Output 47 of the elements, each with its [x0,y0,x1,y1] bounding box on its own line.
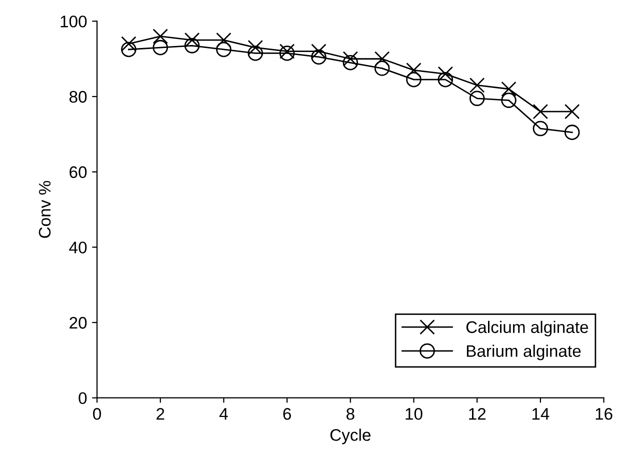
y-tick-label: 60 [70,166,87,178]
legend-label: Calcium alginate [466,320,588,336]
y-tick-label: 20 [70,316,87,329]
legend-label: Barium alginate [466,344,581,360]
x-axis-title: Cycle [330,428,371,444]
y-tick-label: 0 [78,392,87,404]
point [469,78,485,93]
point [406,62,422,78]
point [216,42,232,58]
point [469,90,485,106]
x-tick-label: 8 [346,408,354,420]
x-tick-label: 12 [469,408,486,420]
point [564,104,580,120]
point [152,28,168,44]
point [342,54,358,70]
x-tick-label: 4 [219,408,228,420]
x-tick-label: 2 [156,408,164,420]
point [406,72,422,88]
point [152,40,168,56]
point [374,51,390,67]
point [532,120,548,136]
point [216,32,232,48]
x-tick-label: 16 [596,408,612,420]
point [248,46,264,61]
point [532,104,548,120]
point [438,66,454,82]
y-axis-title: Conv % [38,180,51,238]
point [311,44,326,59]
y-tick-label: 40 [69,242,87,254]
point [248,40,264,56]
y-tick-label: 80 [69,90,87,103]
point [184,32,200,48]
point [184,38,200,54]
x-tick-label: 14 [532,408,550,420]
y-tick-label: 100 [60,16,87,28]
point [374,60,390,76]
point [501,92,516,108]
point [564,124,580,140]
x-tick-label: 6 [283,408,291,420]
point [501,81,516,97]
point [121,36,136,52]
x-tick-label: 10 [406,408,422,420]
point [438,72,454,88]
point [121,42,136,58]
point [342,51,358,67]
point [311,49,326,65]
x-tick-label: 0 [93,408,102,420]
